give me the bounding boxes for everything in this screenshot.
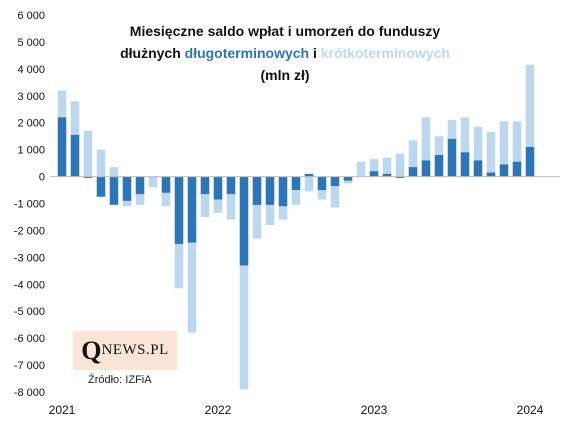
bar-short-term xyxy=(83,130,93,177)
bar-short-term xyxy=(109,167,119,177)
logo-letter: Q xyxy=(81,335,102,365)
bar-long-term xyxy=(187,176,197,243)
y-tick-label: -6 000 xyxy=(14,333,45,345)
bar-long-term xyxy=(200,176,210,195)
y-tick-label: -2 000 xyxy=(14,225,45,237)
y-tick-label: 5 000 xyxy=(17,37,45,49)
x-tick-label: 2021 xyxy=(49,403,76,417)
bar-short-term xyxy=(486,132,496,177)
bar-long-term xyxy=(239,176,249,266)
bar-long-term xyxy=(434,155,444,177)
title-legend-long-term: długoterminowych xyxy=(184,45,310,61)
bar-short-term xyxy=(408,140,418,177)
bar-long-term xyxy=(70,134,80,177)
bar-long-term xyxy=(447,138,457,177)
title-legend-short-term: krótkoterminowych xyxy=(320,45,450,61)
bar-long-term xyxy=(226,176,236,195)
bar-long-term xyxy=(330,176,340,186)
y-tick-label: 2 000 xyxy=(17,118,45,130)
bar-long-term xyxy=(421,160,431,177)
bar-long-term xyxy=(499,164,509,177)
bar-long-term xyxy=(486,172,496,177)
title-line-2: dłużnych długoterminowych i krótkotermin… xyxy=(95,42,475,64)
qnews-logo: Q NEWS.PL xyxy=(73,331,177,370)
bar-short-term xyxy=(499,121,509,177)
bar-long-term xyxy=(252,176,262,205)
y-tick-label: -7 000 xyxy=(14,360,45,372)
bar-long-term xyxy=(161,176,171,193)
bar-long-term xyxy=(109,176,119,205)
bar-long-term xyxy=(304,173,314,177)
title-line2-mid: i xyxy=(312,45,317,61)
bar-short-term xyxy=(226,176,236,220)
y-tick-label: 6 000 xyxy=(17,10,45,22)
x-tick-label: 2023 xyxy=(361,403,388,417)
bar-long-term xyxy=(343,176,353,181)
bar-long-term xyxy=(265,176,275,205)
x-tick-label: 2022 xyxy=(205,403,232,417)
y-tick-label: -1 000 xyxy=(14,199,45,211)
bar-short-term xyxy=(421,117,431,177)
y-tick-label: -5 000 xyxy=(14,306,45,318)
bar-long-term xyxy=(408,167,418,177)
bar-short-term xyxy=(96,149,106,177)
bar-long-term xyxy=(57,117,67,177)
y-tick-label: -8 000 xyxy=(14,387,45,399)
bar-short-term xyxy=(369,159,379,177)
bar-long-term xyxy=(135,176,145,195)
bar-short-term xyxy=(525,64,535,177)
title-line-1: Miesięczne saldo wpłat i umorzeń do fund… xyxy=(129,23,441,39)
bar-long-term xyxy=(291,176,301,191)
bar-short-term xyxy=(252,176,262,239)
bar-long-term xyxy=(174,176,184,244)
bar-short-term xyxy=(304,176,314,192)
bar-long-term xyxy=(473,160,483,177)
bar-long-term xyxy=(278,176,288,207)
chart-title: Miesięczne saldo wpłat i umorzeń do fund… xyxy=(95,20,475,86)
bar-long-term xyxy=(122,176,132,201)
y-tick-label: 0 xyxy=(39,172,45,184)
bar-short-term xyxy=(291,176,301,205)
x-tick-label: 2024 xyxy=(517,403,544,417)
bar-long-term xyxy=(525,146,535,177)
title-line2-prefix: dłużnych xyxy=(120,45,181,61)
bar-long-term xyxy=(369,171,379,177)
bar-short-term xyxy=(330,176,340,208)
y-tick-label: 3 000 xyxy=(17,91,45,103)
bar-short-term xyxy=(148,176,158,188)
bar-short-term xyxy=(356,161,366,177)
bar-short-term xyxy=(200,176,210,217)
bar-short-term xyxy=(512,121,522,177)
bar-long-term xyxy=(395,176,405,178)
bar-long-term xyxy=(83,176,93,178)
bar-short-term xyxy=(382,157,392,177)
y-tick-label: 1 000 xyxy=(17,145,45,157)
y-tick-label: -4 000 xyxy=(14,279,45,291)
bar-short-term xyxy=(239,176,249,390)
bar-short-term xyxy=(473,126,483,177)
title-line-3: (mln zł) xyxy=(260,67,310,83)
bar-short-term xyxy=(187,176,197,333)
y-tick-label: 4 000 xyxy=(17,64,45,76)
y-tick-label: -3 000 xyxy=(14,252,45,264)
bar-long-term xyxy=(460,152,470,177)
bar-long-term xyxy=(512,161,522,177)
bar-short-term xyxy=(395,153,405,177)
source-label: Źródło: IZFiA xyxy=(88,374,152,386)
bar-long-term xyxy=(382,173,392,177)
logo-text: NEWS.PL xyxy=(101,342,169,358)
bar-short-term xyxy=(460,117,470,177)
bar-long-term xyxy=(213,176,223,200)
bar-long-term xyxy=(317,176,327,191)
bar-long-term xyxy=(96,176,106,197)
